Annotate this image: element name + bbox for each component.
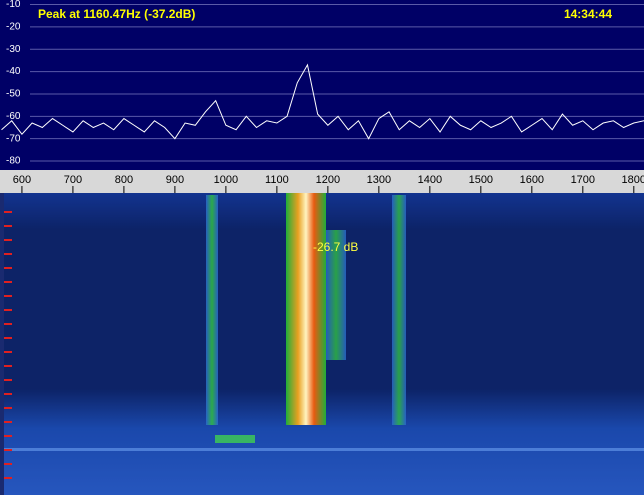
x-tick-label: 800 [115, 174, 133, 186]
x-tick-label: 1500 [469, 174, 493, 186]
waterfall-trace [206, 195, 218, 425]
y-tick-label: -30 [6, 44, 21, 55]
y-tick-label: -40 [6, 66, 21, 77]
waterfall-trace [0, 448, 644, 451]
x-tick-label: 600 [13, 174, 31, 186]
spectrum-plot: -10 -20 -30 -40 -50 -60 -70 -80 [1, 0, 644, 167]
annotation: -26.7 dB [313, 240, 358, 254]
frequency-ticks: 600 700 800 900 1000 1100 1200 1300 1400 1500 1600… [13, 174, 644, 193]
waterfall: -26.7 dB [0, 193, 644, 495]
x-tick-label: 1100 [265, 174, 289, 186]
x-tick-label: 900 [166, 174, 184, 186]
frequency-scale [0, 170, 644, 193]
x-tick-label: 700 [64, 174, 82, 186]
x-tick-label: 1800 [622, 174, 644, 186]
waterfall-trace [215, 435, 255, 443]
peak-readout: Peak at 1160.47Hz (-37.2dB) [38, 7, 195, 21]
x-tick-label: 1000 [214, 174, 238, 186]
y-tick-label: -60 [6, 111, 21, 122]
spectrum-line [1, 63, 644, 140]
y-tick-label: -50 [6, 89, 21, 100]
x-tick-label: 1400 [418, 174, 442, 186]
waterfall-edge [0, 193, 4, 495]
waterfall-trace [392, 195, 406, 425]
waterfall-trace [286, 193, 326, 425]
time-markers [4, 211, 12, 479]
spectrum-background [0, 0, 644, 170]
x-tick-label: 1600 [520, 174, 544, 186]
x-tick-label: 1300 [367, 174, 391, 186]
y-tick-label: -80 [6, 156, 21, 167]
x-tick-label: 1200 [316, 174, 340, 186]
clock: 14:34:44 [564, 7, 612, 21]
x-tick-label: 1700 [571, 174, 595, 186]
y-tick-label: -10 [6, 0, 21, 10]
waterfall-trace [326, 230, 346, 360]
y-tick-label: -20 [6, 21, 21, 32]
y-tick-label: -70 [6, 133, 21, 144]
